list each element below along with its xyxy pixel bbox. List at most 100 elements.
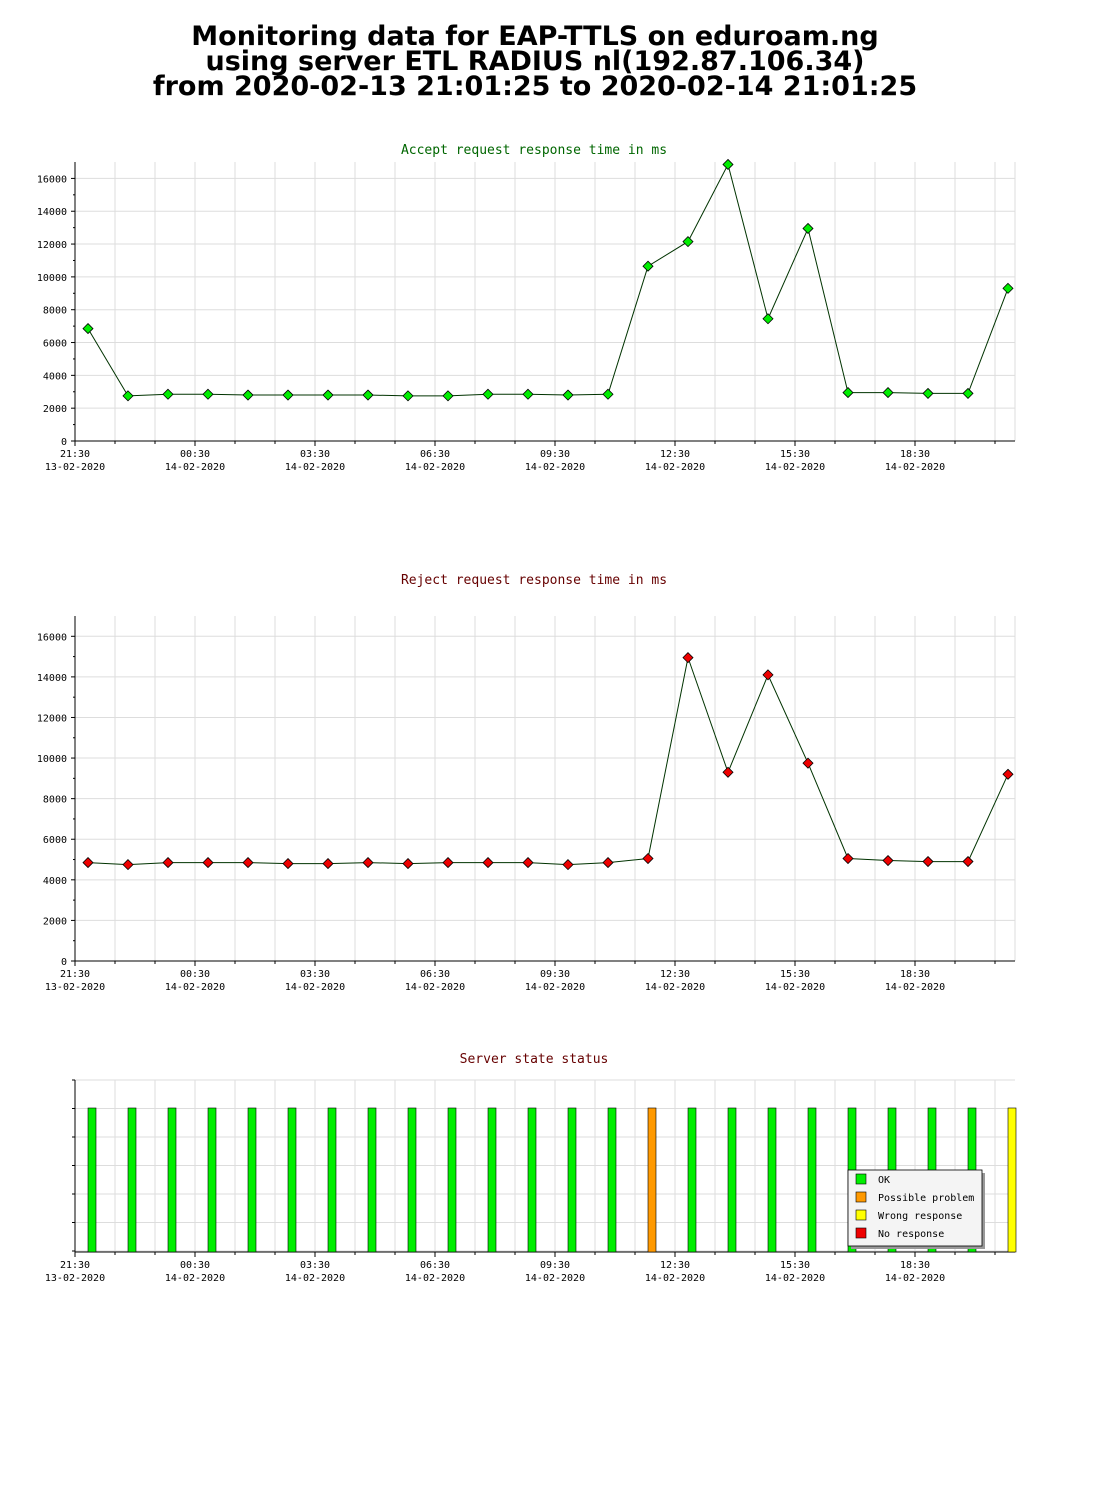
x-tick-label-time: 12:30: [660, 449, 690, 460]
data-point: [162, 857, 174, 869]
data-point: [842, 852, 854, 865]
data-point: [722, 766, 734, 778]
data-point: [682, 652, 694, 664]
data-point: [922, 387, 934, 399]
status-bar: [167, 1107, 177, 1253]
x-tick-label-time: 03:30: [300, 969, 330, 980]
y-tick-label: 12000: [37, 713, 67, 724]
data-point: [162, 388, 174, 400]
data-point: [322, 389, 334, 401]
data-point: [242, 389, 254, 401]
title-line-1: Monitoring data for EAP-TTLS on eduroam.…: [191, 21, 879, 52]
x-tick-label-time: 06:30: [420, 449, 450, 460]
x-tick-label-date: 14-02-2020: [765, 462, 825, 473]
status-bar: [447, 1107, 457, 1253]
status-bar: [1007, 1107, 1017, 1253]
x-tick-label-time: 03:30: [300, 449, 330, 460]
server-state-status-chart: Server state status 21:30 13-02-2020 00:30 1…: [45, 1052, 1017, 1284]
x-tick-label-date: 14-02-2020: [525, 1273, 585, 1284]
status-bar: [647, 1107, 657, 1253]
x-tick-label-time: 09:30: [540, 969, 570, 980]
data-point: [1002, 282, 1014, 294]
reject-chart-container: Reject request response time in ms 0 2000 4…: [0, 560, 1100, 1014]
chart-title: Reject request response time in ms: [401, 573, 667, 588]
x-tick-label-date: 14-02-2020: [405, 1273, 465, 1284]
data-point: [722, 158, 734, 171]
x-tick-label-time: 15:30: [780, 449, 810, 460]
x-tick-label-time: 18:30: [900, 449, 930, 460]
legend-label: Possible problem: [878, 1193, 974, 1204]
x-tick-label-time: 15:30: [780, 969, 810, 980]
x-tick-label-time: 00:30: [180, 1260, 210, 1271]
x-tick-label-time: 12:30: [660, 1260, 690, 1271]
page-title: Monitoring data for EAP-TTLS on eduroam.…: [0, 21, 1070, 102]
data-point: [642, 852, 654, 865]
chart-title: Server state status: [460, 1052, 609, 1067]
x-tick-label-date: 14-02-2020: [525, 982, 585, 993]
x-tick-label-date: 13-02-2020: [45, 982, 105, 993]
status-bar: [367, 1107, 377, 1253]
x-tick-label-time: 18:30: [900, 1260, 930, 1271]
status-bar: [207, 1107, 217, 1253]
y-tick-label: 2000: [43, 404, 67, 415]
data-point: [122, 390, 134, 402]
legend-label: No response: [878, 1229, 944, 1240]
x-tick-label-date: 14-02-2020: [285, 462, 345, 473]
data-point: [802, 222, 814, 235]
data-point: [682, 236, 694, 248]
status-bar: [487, 1107, 497, 1253]
legend-label: Wrong response: [878, 1211, 962, 1222]
x-tick-label-date: 13-02-2020: [45, 462, 105, 473]
x-tick-label-time: 09:30: [540, 1260, 570, 1271]
y-tick-label: 16000: [37, 632, 67, 643]
data-point: [402, 858, 414, 870]
legend-swatch: [855, 1227, 867, 1239]
x-tick-label-time: 09:30: [540, 449, 570, 460]
x-tick-label-date: 14-02-2020: [645, 1273, 705, 1284]
x-tick-label-time: 00:30: [180, 969, 210, 980]
y-tick-label: 8000: [43, 306, 67, 317]
data-point: [362, 857, 374, 869]
y-tick-label: 10000: [37, 754, 67, 765]
x-tick-label-date: 14-02-2020: [285, 982, 345, 993]
x-tick-label-date: 14-02-2020: [645, 982, 705, 993]
data-point: [442, 390, 454, 402]
legend-swatch: [855, 1209, 867, 1221]
x-tick-label-date: 14-02-2020: [405, 462, 465, 473]
status-bar: [527, 1107, 537, 1253]
data-point: [762, 669, 774, 681]
data-point: [802, 757, 814, 769]
data-point: [602, 388, 614, 400]
data-point: [562, 389, 574, 401]
y-tick-label: 4000: [43, 876, 67, 887]
x-tick-label-date: 14-02-2020: [765, 982, 825, 993]
status-bar: [287, 1107, 297, 1253]
data-point: [282, 389, 294, 401]
title-line-3: from 2020-02-13 21:01:25 to 2020-02-14 2…: [152, 71, 918, 102]
status-bar: [407, 1107, 417, 1253]
y-tick-label: 6000: [43, 339, 67, 350]
data-point: [522, 388, 534, 400]
x-tick-label-date: 14-02-2020: [885, 982, 945, 993]
reject-response-time-chart: Reject request response time in ms 0 2000 4…: [37, 573, 1016, 993]
x-tick-label-time: 03:30: [300, 1260, 330, 1271]
status-bar: [807, 1107, 817, 1253]
y-tick-label: 14000: [37, 207, 67, 218]
accept-chart-container: Accept request response time in ms 0 2000 4…: [0, 130, 1100, 494]
x-tick-label-time: 18:30: [900, 969, 930, 980]
data-point: [362, 389, 374, 401]
x-tick-label-time: 12:30: [660, 969, 690, 980]
x-tick-label-time: 15:30: [780, 1260, 810, 1271]
data-point: [562, 859, 574, 871]
x-tick-label-time: 06:30: [420, 969, 450, 980]
y-tick-label: 16000: [37, 174, 67, 185]
y-tick-label: 2000: [43, 916, 67, 927]
data-point: [842, 387, 854, 399]
x-tick-label-date: 14-02-2020: [765, 1273, 825, 1284]
y-tick-label: 10000: [37, 273, 67, 284]
x-tick-label-time: 06:30: [420, 1260, 450, 1271]
data-point: [482, 388, 494, 400]
data-point: [282, 858, 294, 870]
series-line: [87, 655, 1009, 866]
data-point: [242, 857, 254, 869]
